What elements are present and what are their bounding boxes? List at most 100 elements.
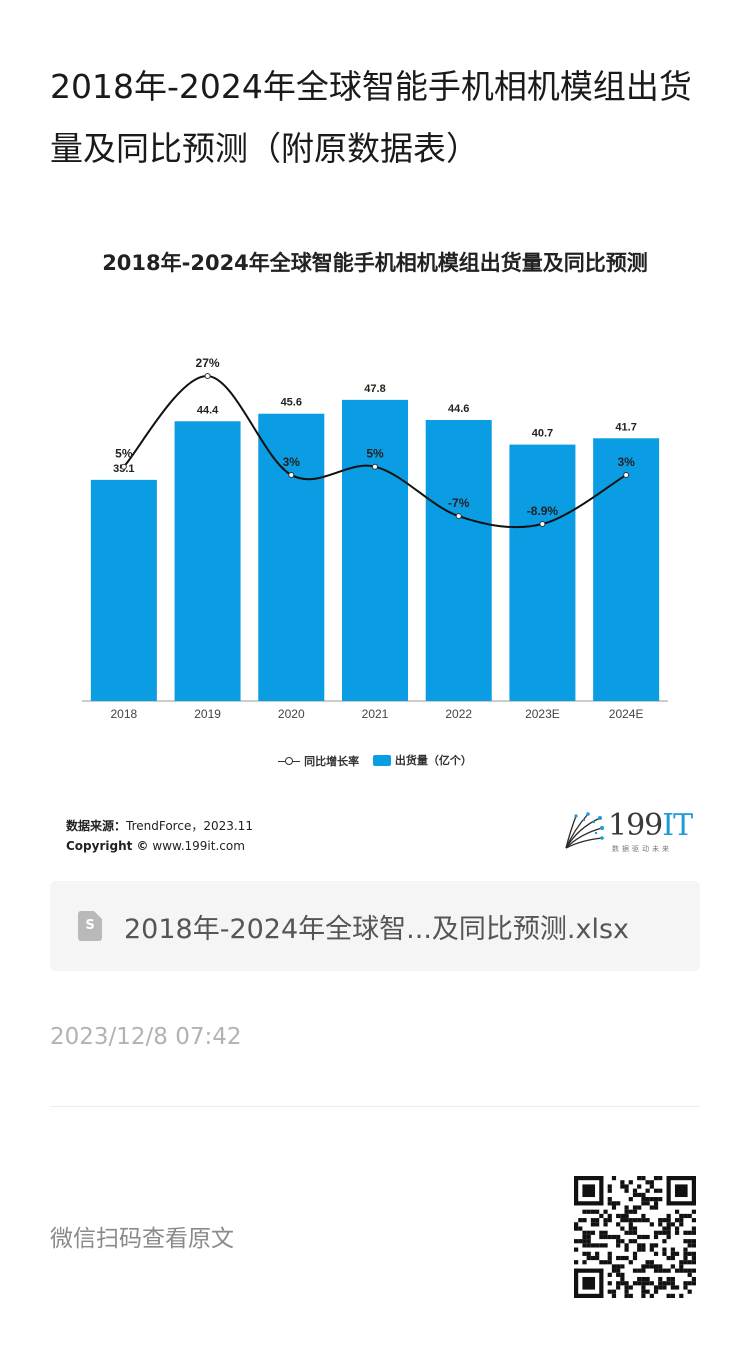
qr-module [586,1209,591,1214]
qr-module [611,1289,617,1294]
qr-module [645,1234,650,1240]
divider [50,1106,700,1107]
qr-module [586,1234,591,1240]
qr-module [595,1222,600,1227]
qr-module [616,1281,621,1286]
qr-module [611,1268,617,1273]
qr-module [599,1260,604,1265]
qr-module [649,1281,654,1286]
qr-module [641,1201,646,1206]
qr-module [653,1205,659,1210]
qr-module [616,1255,621,1261]
legend-label-growth: 同比增长率 [304,754,360,768]
qr-module [607,1234,612,1240]
qr-module [616,1222,621,1227]
qr-module [641,1234,646,1240]
qr-module [586,1243,591,1248]
qr-module [578,1218,583,1223]
copyright-line: Copyright © www.199it.com [66,836,253,856]
qr-module [611,1264,617,1269]
qr-module [666,1276,671,1282]
qr-module [649,1264,654,1269]
qr-module [645,1218,650,1223]
qr-code[interactable] [574,1176,696,1298]
qr-module [616,1234,621,1240]
qr-module [611,1205,617,1210]
chart-title: 2018年-2024年全球智能手机相机模组出货量及同比预测 [102,251,648,275]
qr-module [624,1293,629,1298]
qr-module [620,1281,625,1286]
x-tick-2023E: 2023E [525,707,560,721]
qr-module [658,1276,663,1282]
qr-module [574,1239,579,1244]
qr-module [649,1293,654,1298]
qr-module [670,1255,675,1261]
qr-module [683,1247,688,1252]
qr-module [641,1276,646,1282]
qr-finder [666,1201,696,1206]
x-tick-2019: 2019 [194,707,221,721]
qr-module [620,1239,625,1244]
qr-module [670,1281,675,1286]
qr-module [683,1281,688,1286]
bar-2020 [258,413,325,701]
growth-label-2021: 5% [366,447,384,461]
qr-finder [574,1176,579,1206]
qr-module [620,1272,625,1277]
qr-module [607,1272,612,1277]
x-tick-2021: 2021 [362,707,389,721]
qr-module [637,1205,642,1210]
qr-module [616,1285,621,1290]
qr-module [691,1226,696,1231]
qr-module [641,1264,646,1269]
source-line: 数据来源：TrendForce，2023.11 [66,816,253,836]
qr-module [653,1285,659,1290]
qr-module [632,1268,638,1273]
qr-module [662,1230,667,1235]
source-block: 数据来源：TrendForce，2023.11 Copyright © www.… [66,816,253,856]
qr-module [658,1281,663,1286]
qr-module [641,1293,646,1298]
qr-module [653,1251,659,1256]
qr-module [641,1213,646,1219]
qr-module [649,1247,654,1252]
qr-module [670,1251,675,1256]
bar-label-2024E: 41.7 [615,421,636,433]
attachment-card[interactable]: S 2018年-2024年全球智...及同比预测.xlsx [50,881,700,971]
bar-2019 [174,421,241,701]
qr-module [683,1230,688,1235]
qr-module [620,1218,625,1223]
qr-module [624,1209,629,1214]
qr-module [653,1243,659,1248]
qr-module [632,1188,638,1193]
qr-module [691,1230,696,1235]
qr-module [611,1234,617,1240]
qr-module [683,1251,688,1256]
qr-module [582,1230,587,1235]
qr-module [653,1197,659,1202]
bar-label-2022: 44.6 [448,403,469,415]
qr-module [624,1247,629,1252]
qr-module [662,1285,667,1290]
qr-module [670,1247,675,1252]
qr-finder [582,1276,596,1290]
qr-module [574,1260,579,1265]
qr-module [628,1239,633,1244]
chart-canvas: 35.1201844.4201945.6202047.8202144.62022… [82,356,668,721]
qr-module [582,1243,587,1248]
qr-module [611,1293,617,1298]
qr-module [662,1239,667,1244]
qr-module [653,1230,659,1235]
brand-number: 199 [608,808,663,843]
qr-module [670,1264,675,1269]
qr-module [624,1184,629,1189]
qr-finder [674,1184,688,1198]
qr-module [662,1251,667,1256]
qr-module [653,1201,659,1206]
x-tick-2024E: 2024E [609,707,644,721]
brand-logo: 199IT 数据驱动未来 [560,808,700,858]
qr-module [653,1264,659,1269]
qr-module [616,1272,621,1277]
qr-module [607,1218,612,1223]
qr-module [607,1260,612,1265]
